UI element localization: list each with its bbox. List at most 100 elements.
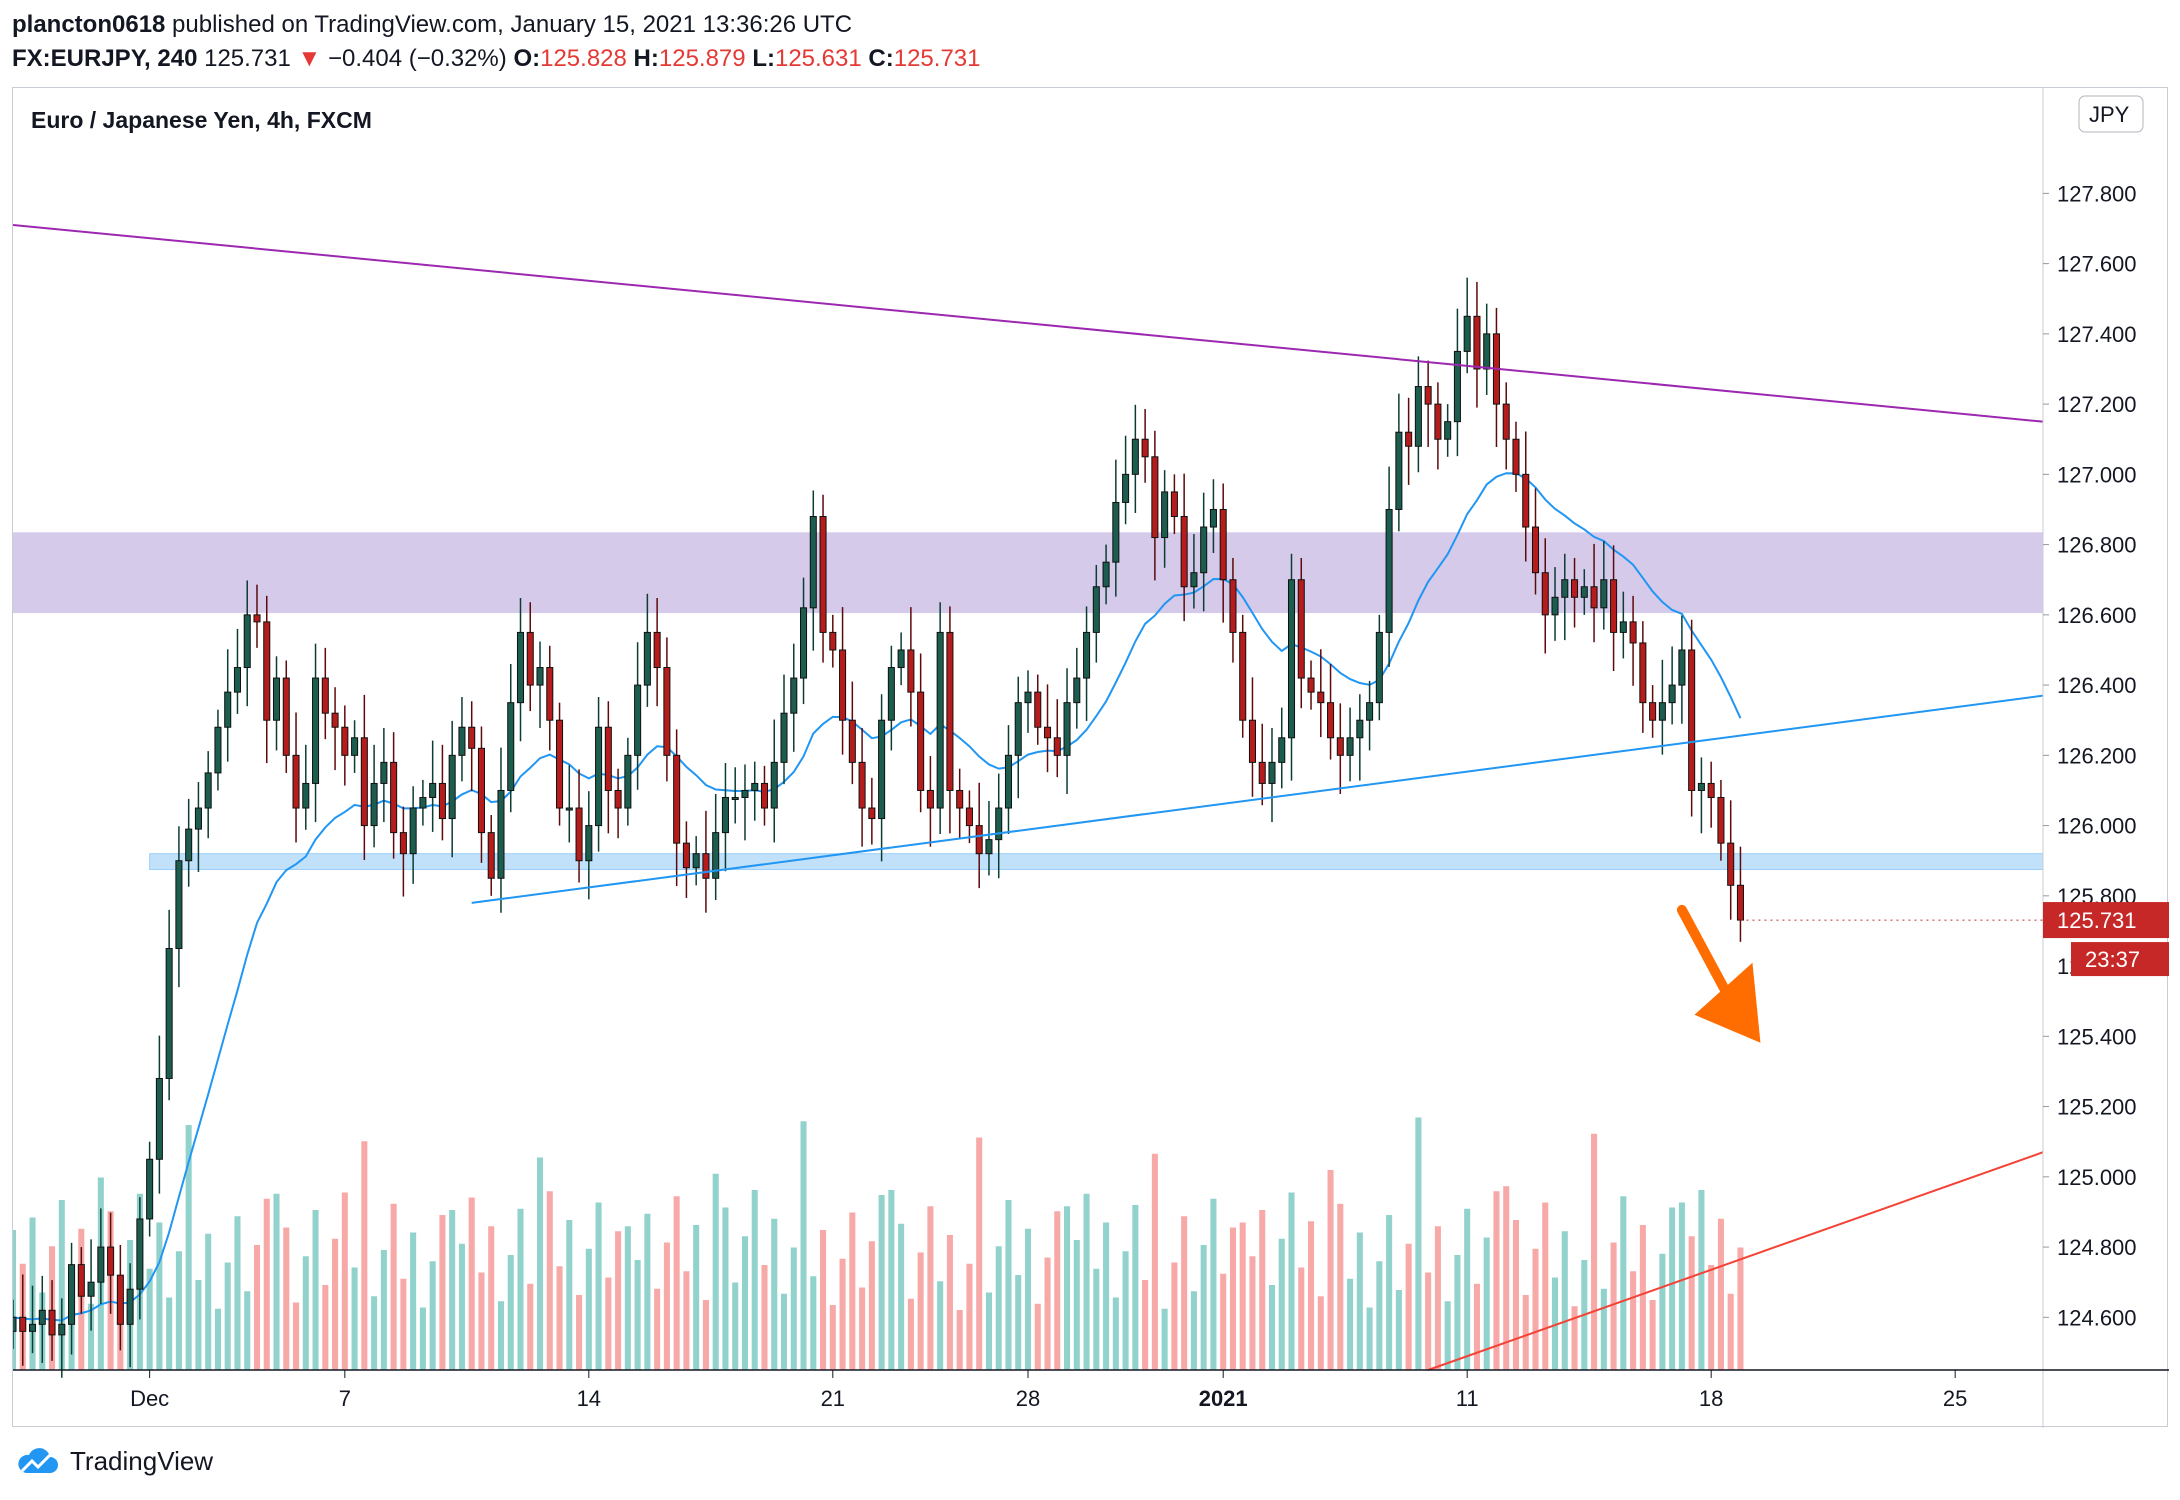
- candle-up: [1161, 491, 1169, 539]
- volume-bar: [546, 1191, 553, 1370]
- volume-bar: [478, 1272, 485, 1370]
- chart-title: Euro / Japanese Yen, 4h, FXCM: [31, 107, 372, 133]
- volume-bar: [1512, 1220, 1520, 1370]
- candle-up: [1073, 677, 1081, 704]
- y-tick-label: 126.600: [2057, 603, 2137, 628]
- volume-bar: [1366, 1307, 1373, 1370]
- volume-bar: [634, 1260, 641, 1370]
- candle-up: [1678, 649, 1686, 686]
- volume-bar: [1122, 1251, 1129, 1370]
- candle-up: [214, 726, 222, 774]
- high-label: H:: [633, 45, 659, 72]
- candle-down: [1297, 579, 1305, 679]
- volume-bar: [966, 1263, 973, 1370]
- candle-up: [1668, 684, 1676, 704]
- candle-down: [614, 789, 622, 809]
- volume-bar: [1220, 1273, 1227, 1370]
- candle-down: [1707, 782, 1715, 798]
- x-tick-label: 25: [1943, 1386, 1967, 1411]
- volume-bar: [1620, 1196, 1627, 1370]
- author-name[interactable]: plancton0618: [12, 11, 166, 38]
- candle-down: [946, 631, 954, 791]
- candle-up: [887, 667, 895, 721]
- candle-up: [302, 782, 310, 809]
- candle-down: [1424, 386, 1432, 405]
- candle-up: [58, 1323, 66, 1336]
- volume-bar: [234, 1216, 241, 1370]
- candle-down: [839, 649, 847, 721]
- candle-down: [858, 761, 866, 809]
- candle-up: [1463, 315, 1471, 352]
- volume-bar: [1103, 1222, 1110, 1370]
- volume-bar: [663, 1242, 670, 1370]
- candle-down: [556, 719, 564, 809]
- candle-up: [233, 667, 241, 693]
- candle-up: [1658, 702, 1666, 721]
- x-tick-label: 7: [339, 1386, 351, 1411]
- price-chart[interactable]: 127.800 127.600 127.400 127.200 127.000 126.8…: [13, 88, 2169, 1428]
- volume-bar: [1064, 1206, 1071, 1370]
- candle-up: [536, 667, 544, 686]
- candle-down: [390, 761, 398, 834]
- volume-bar: [1522, 1295, 1529, 1370]
- countdown-label: 23:37: [2085, 947, 2140, 972]
- y-tick-label: 127.800: [2057, 181, 2137, 206]
- volume-bar: [1659, 1253, 1666, 1370]
- volume-bar: [1093, 1268, 1100, 1370]
- volume-bar: [1551, 1277, 1559, 1370]
- candle-down: [604, 726, 612, 791]
- candle-up: [1063, 702, 1071, 756]
- candle-down: [1258, 761, 1266, 784]
- candle-up: [1580, 586, 1588, 598]
- candle-up: [1385, 508, 1393, 633]
- y-tick-label: 127.600: [2057, 252, 2137, 277]
- candle-down: [1219, 508, 1227, 581]
- volume-bar: [1200, 1245, 1207, 1370]
- tradingview-brand: TradingView: [70, 1446, 214, 1476]
- candle-down: [1239, 631, 1247, 721]
- candle-down: [282, 677, 290, 756]
- candle-down: [1053, 737, 1061, 756]
- candle-down: [477, 747, 485, 834]
- candle-up: [136, 1218, 144, 1290]
- candle-down: [673, 754, 681, 844]
- candle-up: [809, 516, 817, 609]
- volume-bar: [576, 1295, 583, 1370]
- volume-bar: [1024, 1228, 1032, 1370]
- candle-up: [770, 761, 778, 809]
- volume-bar: [1044, 1257, 1051, 1370]
- volume-bar: [917, 1252, 924, 1370]
- volume-bar: [1132, 1205, 1139, 1370]
- volume-bar: [380, 1250, 387, 1370]
- candle-down: [702, 853, 710, 879]
- tradingview-logo[interactable]: TradingView: [14, 1446, 213, 1477]
- volume-bar: [790, 1247, 797, 1370]
- candle-up: [1395, 431, 1403, 510]
- candle-down: [341, 726, 349, 756]
- volume-bar: [683, 1271, 690, 1370]
- volume-bar: [566, 1220, 573, 1370]
- volume-bar: [1649, 1300, 1656, 1370]
- chart-frame[interactable]: 127.800 127.600 127.400 127.200 127.000 126.8…: [12, 87, 2169, 1428]
- candle-up: [692, 853, 700, 869]
- y-tick-label: 124.600: [2057, 1305, 2137, 1330]
- candle-up: [985, 839, 993, 855]
- volume-bar: [732, 1282, 739, 1370]
- candle-up: [97, 1246, 105, 1283]
- candle-down: [1610, 579, 1618, 633]
- volume-bar: [361, 1141, 368, 1370]
- volume-bar: [88, 1303, 95, 1370]
- volume-bar: [1073, 1240, 1080, 1370]
- high-value: 125.879: [658, 45, 746, 72]
- volume-bar: [1317, 1296, 1324, 1370]
- candle-down: [663, 667, 671, 756]
- volume-bar: [527, 1283, 534, 1370]
- candle-down: [1649, 702, 1657, 721]
- volume-bar: [585, 1248, 592, 1370]
- candle-down: [1141, 438, 1149, 458]
- volume-bar: [1425, 1272, 1432, 1370]
- candle-down: [1151, 456, 1159, 539]
- volume-bar: [1229, 1227, 1236, 1370]
- volume-bar: [1542, 1202, 1549, 1370]
- x-tick-label: 21: [821, 1386, 845, 1411]
